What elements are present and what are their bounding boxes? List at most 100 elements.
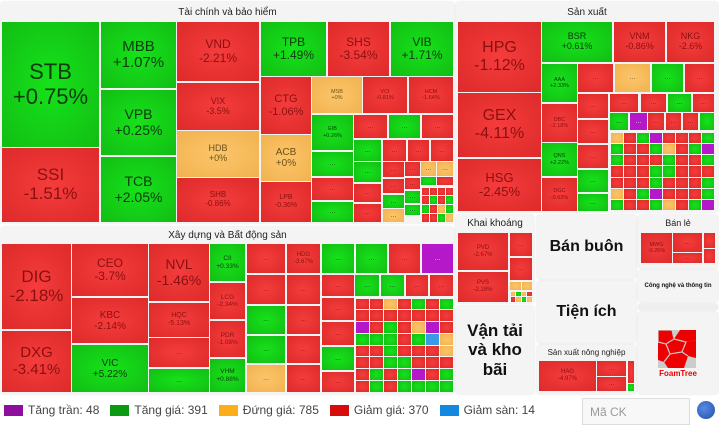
stock-tile-more[interactable] — [369, 345, 383, 357]
stock-tile-nkg[interactable]: NKG -2.6% — [667, 22, 714, 62]
stock-tile-more[interactable]: ... — [610, 113, 628, 130]
stock-tile-more[interactable] — [649, 166, 662, 177]
stock-tile-more[interactable] — [355, 333, 369, 345]
stock-tile-more[interactable] — [628, 384, 634, 391]
stock-tile-more[interactable] — [369, 380, 383, 392]
stock-tile-more[interactable]: ... — [354, 115, 387, 138]
stock-tile-more[interactable] — [649, 132, 662, 143]
stock-tile-more[interactable] — [383, 310, 397, 321]
stock-tile-more[interactable] — [355, 380, 369, 392]
stock-tile-more[interactable] — [397, 369, 411, 380]
stock-tile-more[interactable] — [636, 132, 649, 143]
stock-tile-more[interactable] — [527, 291, 532, 296]
stock-tile-mbb[interactable]: MBB +1.07% — [101, 22, 176, 88]
sector-utilities[interactable]: Tiện ích — [537, 281, 636, 343]
stock-tile-more[interactable]: ... — [578, 120, 608, 143]
stock-tile-more[interactable] — [628, 361, 634, 383]
stock-tile-more[interactable]: ... — [673, 233, 702, 252]
stock-tile-more[interactable] — [445, 187, 453, 196]
stock-tile-more[interactable]: ... — [668, 94, 691, 112]
stock-tile-more[interactable]: ... — [312, 202, 353, 222]
stock-tile-vic[interactable]: VIC +5.22% — [72, 345, 148, 392]
stock-tile-more[interactable] — [437, 213, 445, 222]
stock-tile-tcb[interactable]: TCB +2.05% — [101, 157, 176, 222]
stock-tile-more[interactable] — [439, 369, 453, 380]
stock-tile-pvs[interactable]: PVS -2.28% — [458, 272, 508, 302]
stock-tile-dbc[interactable]: DBC -2.18% — [542, 104, 577, 142]
stock-tile-hdg[interactable]: HDG -3.67% — [287, 244, 320, 273]
stock-tile-more[interactable] — [369, 333, 383, 345]
stock-tile-more[interactable]: ... — [406, 275, 428, 296]
stock-tile-more[interactable]: ... — [381, 275, 404, 296]
stock-tile-hcm[interactable]: HCM -1.64% — [409, 77, 453, 113]
stock-tile-more[interactable]: ... — [322, 298, 354, 320]
stock-tile-more[interactable] — [425, 322, 439, 333]
stock-tile-more[interactable] — [623, 166, 636, 177]
stock-tile-more[interactable] — [516, 291, 521, 296]
stock-tile-more[interactable]: ... — [322, 275, 354, 296]
stock-tile-more[interactable] — [700, 113, 714, 130]
stock-tile-more[interactable]: ... — [149, 338, 209, 367]
stock-tile-more[interactable] — [510, 282, 521, 290]
stock-tile-more[interactable]: ... — [422, 244, 453, 273]
stock-tile-more[interactable] — [383, 369, 397, 380]
stock-tile-more[interactable]: ... — [610, 94, 638, 112]
stock-tile-more[interactable] — [425, 357, 439, 368]
stock-tile-more[interactable]: ... — [355, 275, 379, 296]
stock-tile-more[interactable] — [688, 132, 701, 143]
stock-tile-more[interactable] — [510, 297, 515, 302]
stock-tile-msb[interactable]: MSB +0% — [312, 77, 362, 113]
stock-tile-more[interactable] — [701, 166, 714, 177]
stock-tile-more[interactable] — [429, 205, 437, 213]
stock-tile-more[interactable] — [425, 333, 439, 345]
stock-tile-more[interactable] — [510, 291, 515, 296]
stock-tile-more[interactable] — [662, 200, 675, 211]
stock-tile-more[interactable]: ... — [354, 162, 381, 182]
stock-tile-more[interactable]: ... — [312, 178, 353, 200]
stock-tile-more[interactable]: ... — [685, 64, 714, 92]
stock-tile-more[interactable]: ... — [578, 170, 608, 192]
stock-tile-more[interactable] — [355, 310, 369, 321]
stock-tile-more[interactable] — [425, 310, 439, 321]
stock-tile-more[interactable] — [411, 322, 425, 333]
stock-tile-more[interactable]: ... — [421, 162, 436, 176]
stock-tile-more[interactable] — [701, 188, 714, 200]
stock-tile-more[interactable]: ... — [354, 204, 381, 222]
stock-tile-more[interactable] — [439, 357, 453, 368]
stock-tile-more[interactable] — [662, 166, 675, 177]
stock-tile-cii[interactable]: CII +0.33% — [210, 244, 245, 281]
stock-tile-more[interactable] — [445, 205, 453, 213]
sector-tech[interactable]: Công nghệ và thông tin — [638, 270, 718, 302]
stock-tile-more[interactable]: ... — [383, 162, 404, 177]
stock-tile-more[interactable] — [701, 143, 714, 155]
stock-tile-lpb[interactable]: LPB -0.36% — [261, 182, 311, 222]
stock-tile-more[interactable]: ... — [673, 253, 702, 263]
stock-tile-more[interactable] — [439, 333, 453, 345]
stock-tile-more[interactable] — [421, 177, 436, 185]
stock-tile-more[interactable]: ... — [389, 244, 420, 273]
stock-tile-more[interactable]: ... — [510, 233, 532, 256]
sector-transport[interactable]: Vận tải và kho bãi — [456, 306, 534, 394]
stock-tile-more[interactable]: ... — [149, 369, 209, 392]
stock-tile-ceo[interactable]: CEO -3.7% — [72, 244, 148, 296]
stock-tile-more[interactable] — [662, 188, 675, 200]
stock-tile-more[interactable] — [439, 322, 453, 333]
stock-tile-more[interactable] — [421, 205, 429, 213]
stock-tile-more[interactable] — [649, 177, 662, 188]
stock-tile-dxg[interactable]: DXG -3.41% — [2, 331, 71, 392]
stock-tile-vib[interactable]: VIB +1.71% — [391, 22, 453, 76]
stock-tile-gex[interactable]: GEX -4.11% — [458, 93, 541, 157]
stock-tile-more[interactable] — [688, 200, 701, 211]
stock-tile-more[interactable] — [411, 333, 425, 345]
stock-tile-more[interactable]: ... — [597, 361, 626, 376]
stock-tile-more[interactable] — [636, 188, 649, 200]
stock-tile-more[interactable] — [355, 357, 369, 368]
stock-tile-more[interactable] — [355, 322, 369, 333]
stock-tile-more[interactable] — [649, 200, 662, 211]
stock-tile-more[interactable]: ... — [405, 178, 420, 189]
stock-tile-more[interactable]: ... — [405, 191, 420, 203]
stock-tile-more[interactable]: ... — [652, 64, 683, 92]
stock-tile-more[interactable] — [369, 322, 383, 333]
stock-tile-more[interactable]: ... — [683, 113, 698, 130]
stock-tile-hag[interactable]: HAG -4.97% — [539, 361, 596, 391]
